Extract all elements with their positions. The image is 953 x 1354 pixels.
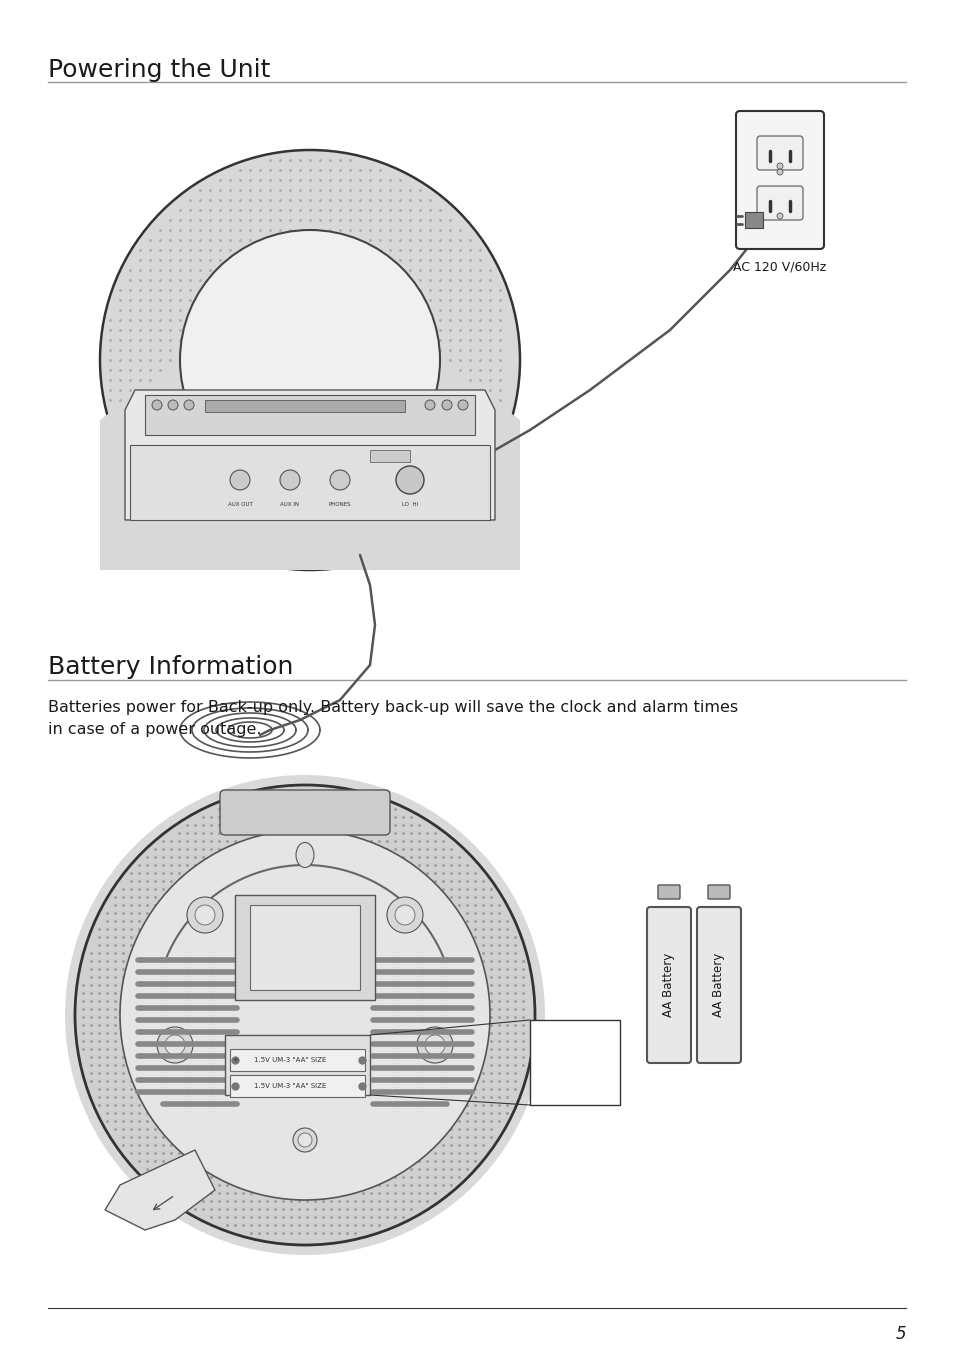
- Circle shape: [65, 774, 544, 1255]
- Text: Batteries power for Back-up only. Battery back-up will save the clock and alarm : Batteries power for Back-up only. Batter…: [48, 700, 738, 737]
- Circle shape: [152, 399, 162, 410]
- Circle shape: [776, 213, 782, 219]
- Text: 1.5V UM-3 "AA" SIZE: 1.5V UM-3 "AA" SIZE: [253, 1083, 326, 1089]
- Circle shape: [297, 1133, 312, 1147]
- Polygon shape: [205, 399, 405, 412]
- Text: AUX IN: AUX IN: [280, 502, 299, 508]
- Text: AUX OUT: AUX OUT: [228, 502, 253, 508]
- Circle shape: [230, 470, 250, 490]
- Polygon shape: [145, 395, 475, 435]
- Polygon shape: [234, 895, 375, 1001]
- Polygon shape: [230, 1049, 365, 1071]
- Polygon shape: [130, 445, 490, 520]
- Circle shape: [75, 785, 535, 1244]
- Circle shape: [165, 1034, 185, 1055]
- Circle shape: [457, 399, 468, 410]
- Circle shape: [194, 904, 214, 925]
- Text: Powering the Unit: Powering the Unit: [48, 58, 270, 83]
- Polygon shape: [530, 1020, 619, 1105]
- Polygon shape: [744, 213, 762, 227]
- Circle shape: [441, 399, 452, 410]
- Circle shape: [293, 1128, 316, 1152]
- Circle shape: [100, 150, 519, 570]
- Text: 1.5V UM-3 "AA" SIZE: 1.5V UM-3 "AA" SIZE: [253, 1057, 326, 1063]
- Polygon shape: [100, 360, 519, 570]
- Polygon shape: [105, 1150, 214, 1229]
- Circle shape: [395, 904, 415, 925]
- Circle shape: [330, 470, 350, 490]
- Text: AA Battery: AA Battery: [712, 953, 724, 1017]
- Text: +: +: [232, 1057, 237, 1063]
- FancyBboxPatch shape: [220, 789, 390, 835]
- Circle shape: [424, 1034, 444, 1055]
- Text: 5: 5: [895, 1326, 905, 1343]
- Circle shape: [776, 162, 782, 169]
- FancyBboxPatch shape: [646, 907, 690, 1063]
- Text: PHONES: PHONES: [329, 502, 351, 508]
- Circle shape: [184, 399, 193, 410]
- Circle shape: [187, 896, 223, 933]
- FancyBboxPatch shape: [697, 907, 740, 1063]
- Polygon shape: [250, 904, 359, 990]
- Circle shape: [395, 466, 423, 494]
- Polygon shape: [125, 390, 495, 520]
- Circle shape: [776, 169, 782, 175]
- FancyBboxPatch shape: [707, 886, 729, 899]
- Polygon shape: [225, 1034, 370, 1095]
- Circle shape: [180, 230, 439, 490]
- Circle shape: [424, 399, 435, 410]
- FancyBboxPatch shape: [757, 135, 802, 171]
- Polygon shape: [230, 1075, 365, 1097]
- Circle shape: [416, 1026, 453, 1063]
- Text: Battery Information: Battery Information: [48, 655, 294, 678]
- Text: LO  HI: LO HI: [401, 502, 417, 508]
- Circle shape: [168, 399, 178, 410]
- Text: AA Battery: AA Battery: [661, 953, 675, 1017]
- FancyBboxPatch shape: [735, 111, 823, 249]
- Circle shape: [157, 1026, 193, 1063]
- FancyBboxPatch shape: [658, 886, 679, 899]
- FancyBboxPatch shape: [757, 185, 802, 219]
- Circle shape: [120, 830, 490, 1200]
- Circle shape: [280, 470, 299, 490]
- Circle shape: [387, 896, 422, 933]
- Polygon shape: [370, 450, 410, 462]
- Ellipse shape: [295, 842, 314, 868]
- Text: AC 120 V/60Hz: AC 120 V/60Hz: [733, 260, 825, 274]
